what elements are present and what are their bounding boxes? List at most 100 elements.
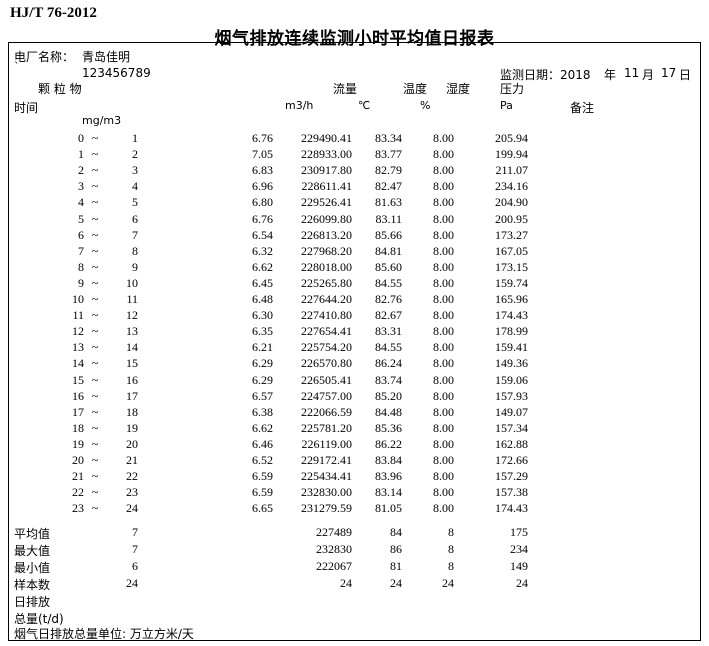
row-hour-start: 14 [72,356,84,370]
row-pressure: 174.43 [495,501,528,515]
row-humidity: 8.00 [433,437,454,451]
row-temperature: 85.36 [375,421,402,435]
summary-particulate: 6 [132,559,138,573]
summary-label: 总量(t/d) [14,612,64,626]
row-hour-start: 10 [72,292,84,306]
col-header-humidity: 湿度 [446,82,471,96]
row-pressure: 162.88 [495,437,528,451]
row-pressure: 173.27 [495,228,528,242]
row-hour-end: 24 [126,501,138,515]
row-particulate: 6.83 [252,163,273,177]
row-temperature: 82.47 [375,179,402,193]
row-pressure: 199.94 [495,147,528,161]
unit-particulate: mg/m3 [82,114,122,127]
summary-humidity: 8 [448,525,454,539]
plant-name-label: 电厂名称： [14,50,75,64]
row-temperature: 84.55 [375,340,402,354]
row-humidity: 8.00 [433,389,454,403]
col-header-temperature: 温度 [403,82,428,96]
row-flow: 229172.41 [301,453,352,467]
row-hour-end: 21 [126,453,138,467]
row-hour-end: 11 [126,292,138,306]
row-flow: 231279.59 [301,501,352,515]
row-temperature: 83.96 [375,469,402,483]
row-hour-start: 6 [78,228,84,242]
row-pressure: 149.36 [495,356,528,370]
row-flow: 225265.80 [301,276,352,290]
row-humidity: 8.00 [433,373,454,387]
row-humidity: 8.00 [433,421,454,435]
row-hour-sep: ~ [91,485,99,499]
row-pressure: 157.34 [495,421,528,435]
row-hour-sep: ~ [91,501,99,515]
row-pressure: 157.38 [495,485,528,499]
row-particulate: 6.32 [252,244,273,258]
row-humidity: 8.00 [433,324,454,338]
row-temperature: 83.34 [375,131,402,145]
row-hour-start: 12 [72,324,84,338]
row-humidity: 8.00 [433,131,454,145]
col-header-remark: 备注 [570,101,595,115]
tilde-mark: ` [14,60,20,73]
row-particulate: 6.30 [252,308,273,322]
row-flow: 226505.41 [301,373,352,387]
row-particulate: 6.57 [252,389,273,403]
row-pressure: 165.96 [495,292,528,306]
row-hour-sep: ~ [91,453,99,467]
summary-humidity: 24 [442,576,454,590]
row-hour-end: 9 [132,260,138,274]
row-hour-end: 22 [126,469,138,483]
row-hour-start: 15 [72,373,84,387]
summary-flow: 232830 [316,542,352,556]
summary-label: 平均值 [14,527,51,541]
col-header-pressure: 压力 [500,82,525,96]
summary-temperature: 84 [390,525,402,539]
row-flow: 230917.80 [301,163,352,177]
date-day: 17 [661,66,677,80]
row-flow: 228611.41 [301,179,352,193]
page-title: 烟气排放连续监测小时平均值日报表 [214,29,495,49]
row-hour-sep: ~ [91,356,99,370]
row-temperature: 82.79 [375,163,402,177]
row-pressure: 159.41 [495,340,528,354]
summary-label: 样本数 [14,578,51,592]
row-humidity: 8.00 [433,228,454,242]
device-number: 123456789 [82,66,151,80]
row-temperature: 85.66 [375,228,402,242]
row-hour-start: 23 [72,501,84,515]
summary-flow: 24 [340,576,352,590]
row-temperature: 83.77 [375,147,402,161]
row-hour-sep: ~ [91,324,99,338]
row-temperature: 83.31 [375,324,402,338]
row-temperature: 81.63 [375,195,402,209]
row-humidity: 8.00 [433,163,454,177]
standard-code: HJ/T 76-2012 [10,5,97,21]
summary-pressure: 234 [510,542,528,556]
row-hour-sep: ~ [91,276,99,290]
row-pressure: 178.99 [495,324,528,338]
row-hour-end: 17 [126,389,138,403]
summary-pressure: 149 [510,559,528,573]
row-pressure: 211.07 [495,163,528,177]
row-hour-start: 11 [72,308,84,322]
row-pressure: 200.95 [495,212,528,226]
unit-flow: m3/h [285,99,314,112]
summary-temperature: 24 [390,576,402,590]
row-hour-end: 19 [126,421,138,435]
row-hour-sep: ~ [91,469,99,483]
row-temperature: 83.14 [375,485,402,499]
row-hour-end: 16 [126,373,138,387]
row-temperature: 82.76 [375,292,402,306]
row-hour-sep: ~ [91,373,99,387]
row-particulate: 6.59 [252,485,273,499]
row-temperature: 83.11 [375,212,402,226]
row-pressure: 167.05 [495,244,528,258]
row-humidity: 8.00 [433,453,454,467]
row-particulate: 6.80 [252,195,273,209]
row-hour-start: 16 [72,389,84,403]
row-particulate: 6.35 [252,324,273,338]
row-humidity: 8.00 [433,276,454,290]
row-flow: 229526.41 [301,195,352,209]
header-divider [8,42,701,43]
